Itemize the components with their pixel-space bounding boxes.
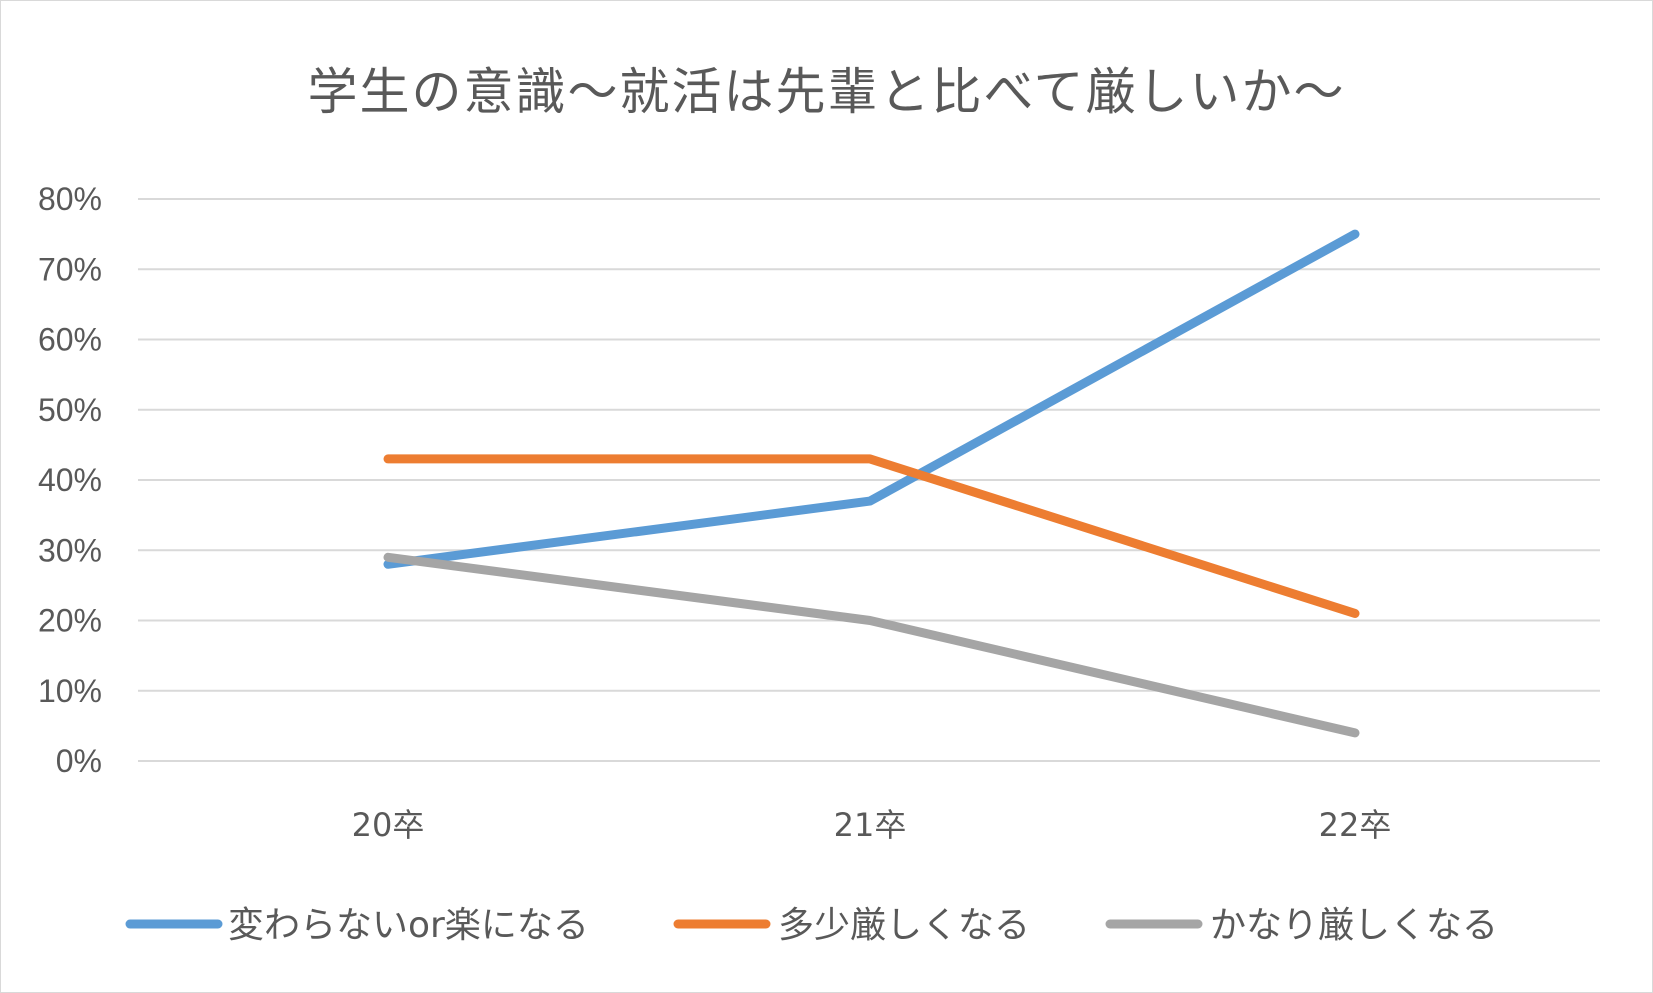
y-tick-label: 10%	[38, 673, 102, 709]
x-tick-label: 20卒	[352, 806, 425, 844]
legend-label: 多少厳しくなる	[778, 905, 1030, 946]
y-tick-label: 20%	[38, 603, 102, 639]
y-tick-label: 0%	[56, 743, 102, 779]
legend-label: 変わらないor楽になる	[228, 905, 589, 946]
series-lines	[383, 229, 1360, 738]
x-tick-label: 21卒	[834, 806, 907, 844]
y-tick-label: 40%	[38, 462, 102, 498]
y-tick-label: 30%	[38, 532, 102, 568]
y-tick-label: 50%	[38, 392, 102, 428]
grid-lines	[138, 198, 1600, 762]
x-axis-ticks: 20卒 21卒 22卒	[352, 806, 1392, 844]
y-tick-label: 60%	[38, 322, 102, 358]
x-tick-label: 22卒	[1319, 806, 1392, 844]
series-line	[383, 229, 1360, 569]
y-tick-label: 80%	[38, 181, 102, 217]
y-axis-ticks: 0% 10% 20% 30% 40% 50% 60% 70% 80%	[38, 181, 102, 779]
series-line	[383, 552, 1360, 738]
chart-title: 学生の意識〜就活は先輩と比べて厳しいか〜	[307, 63, 1346, 121]
y-tick-label: 70%	[38, 251, 102, 287]
legend-label: かなり厳しくなる	[1210, 905, 1498, 946]
legend: 変わらないor楽になる 多少厳しくなる かなり厳しくなる	[125, 905, 1498, 946]
series-line	[383, 454, 1360, 618]
